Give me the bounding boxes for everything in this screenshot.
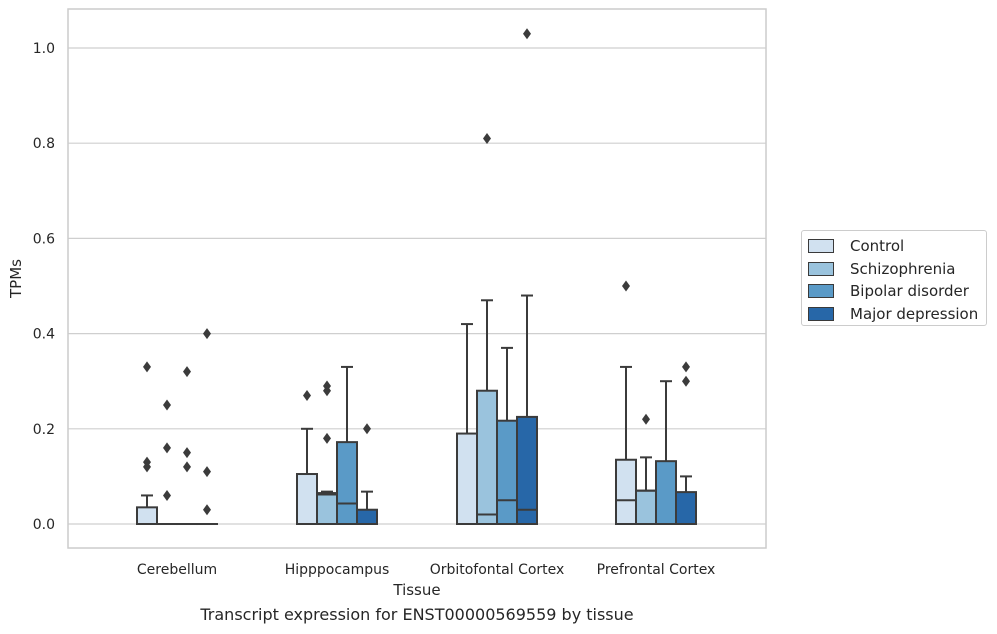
legend-swatch-control (808, 239, 834, 254)
outlier-point (682, 375, 690, 387)
x-axis-label: Tissue (392, 581, 440, 599)
outlier-point (323, 432, 331, 444)
y-tick-label: 0.4 (33, 327, 55, 343)
legend-label-bipolar-disorder: Bipolar disorder (850, 282, 969, 301)
legend-swatch-schizophrenia (808, 261, 834, 276)
outlier-point (682, 361, 690, 373)
box-schizophrenia-orbitofontal-cortex (476, 132, 498, 525)
box-schizophrenia-hipppocampus (316, 380, 338, 525)
outlier-point (483, 132, 491, 144)
box-bipolar-disorder-cerebellum (176, 366, 198, 526)
gridlines (68, 47, 766, 525)
outlier-point (363, 423, 371, 435)
legend-item-bipolar-disorder: Bipolar disorder (808, 280, 986, 303)
y-tick-label: 1.0 (33, 41, 55, 57)
series-control (136, 280, 637, 525)
x-tick-labels: Cerebellum Hipppocampus Orbitofontal Corte… (137, 562, 715, 578)
box-body (516, 415, 538, 525)
outlier-point (622, 280, 630, 292)
outlier-point (642, 413, 650, 425)
legend-label-major-depression: Major depression (850, 304, 979, 323)
series-schizophrenia (156, 132, 657, 526)
box-control-hipppocampus (296, 389, 318, 525)
box-body (356, 508, 378, 526)
box-body (675, 491, 697, 526)
box-bipolar-disorder-hipppocampus (336, 365, 358, 525)
x-tick-label-cerebellum: Cerebellum (137, 562, 217, 578)
outlier-point (183, 366, 191, 378)
box-body (296, 473, 318, 525)
box-body (456, 432, 478, 525)
legend: Control Schizophrenia Bipolar disorder M… (801, 230, 987, 326)
outlier-point (203, 328, 211, 340)
box-major-depression-prefrontal-cortex (675, 361, 697, 526)
outlier-point (183, 461, 191, 473)
box-bipolar-disorder-prefrontal-cortex (655, 380, 677, 525)
box-body (496, 419, 518, 526)
outlier-point (143, 361, 151, 373)
box-control-prefrontal-cortex (615, 280, 637, 525)
legend-swatch-major-depression (808, 306, 834, 321)
box-control-orbitofontal-cortex (456, 323, 478, 525)
outlier-point (143, 461, 151, 473)
legend-item-control: Control (808, 235, 986, 258)
y-tick-label: 0.6 (33, 231, 55, 247)
y-tick-label: 0.2 (33, 422, 55, 438)
y-axis-label: TPMs (7, 259, 25, 299)
box-body (615, 458, 637, 525)
legend-item-schizophrenia: Schizophrenia (808, 258, 986, 281)
series-major-depression (196, 28, 697, 526)
box-bipolar-disorder-orbitofontal-cortex (496, 346, 518, 526)
outlier-point (303, 389, 311, 401)
x-tick-label-prefrontal-cortex: Prefrontal Cortex (597, 562, 716, 578)
outlier-point (203, 504, 211, 516)
outlier-point (523, 28, 531, 40)
box-body (316, 492, 338, 525)
x-tick-label-orbitofontal-cortex: Orbitofontal Cortex (430, 562, 565, 578)
outlier-point (163, 399, 171, 411)
box-body (136, 506, 158, 525)
plot-frame (67, 8, 767, 549)
box-major-depression-cerebellum (196, 328, 218, 526)
box-schizophrenia-prefrontal-cortex (635, 413, 657, 525)
y-tick-label: 0.0 (33, 517, 55, 533)
box-body (655, 460, 677, 525)
outlier-point (163, 489, 171, 501)
figure-caption: Transcript expression for ENST0000056955… (200, 605, 634, 624)
box-body (635, 489, 657, 525)
legend-swatch-bipolar-disorder (808, 284, 834, 299)
box-control-cerebellum (136, 361, 158, 525)
outlier-point (163, 442, 171, 454)
outlier-point (323, 385, 331, 397)
y-tick-labels: 0.0 0.2 0.4 0.6 0.8 1.0 (33, 41, 55, 533)
outlier-point (183, 447, 191, 459)
box-major-depression-hipppocampus (356, 423, 378, 526)
box-major-depression-orbitofontal-cortex (516, 28, 538, 525)
legend-label-control: Control (850, 237, 905, 256)
outlier-point (203, 466, 211, 478)
box-body (336, 441, 358, 525)
legend-item-major-depression: Major depression (808, 303, 986, 326)
x-tick-label-hipppocampus: Hipppocampus (285, 562, 390, 578)
series-bipolar-disorder (176, 346, 677, 526)
box-schizophrenia-cerebellum (156, 399, 178, 526)
box-body (476, 389, 498, 525)
y-tick-label: 0.8 (33, 136, 55, 152)
legend-label-schizophrenia: Schizophrenia (850, 259, 956, 278)
